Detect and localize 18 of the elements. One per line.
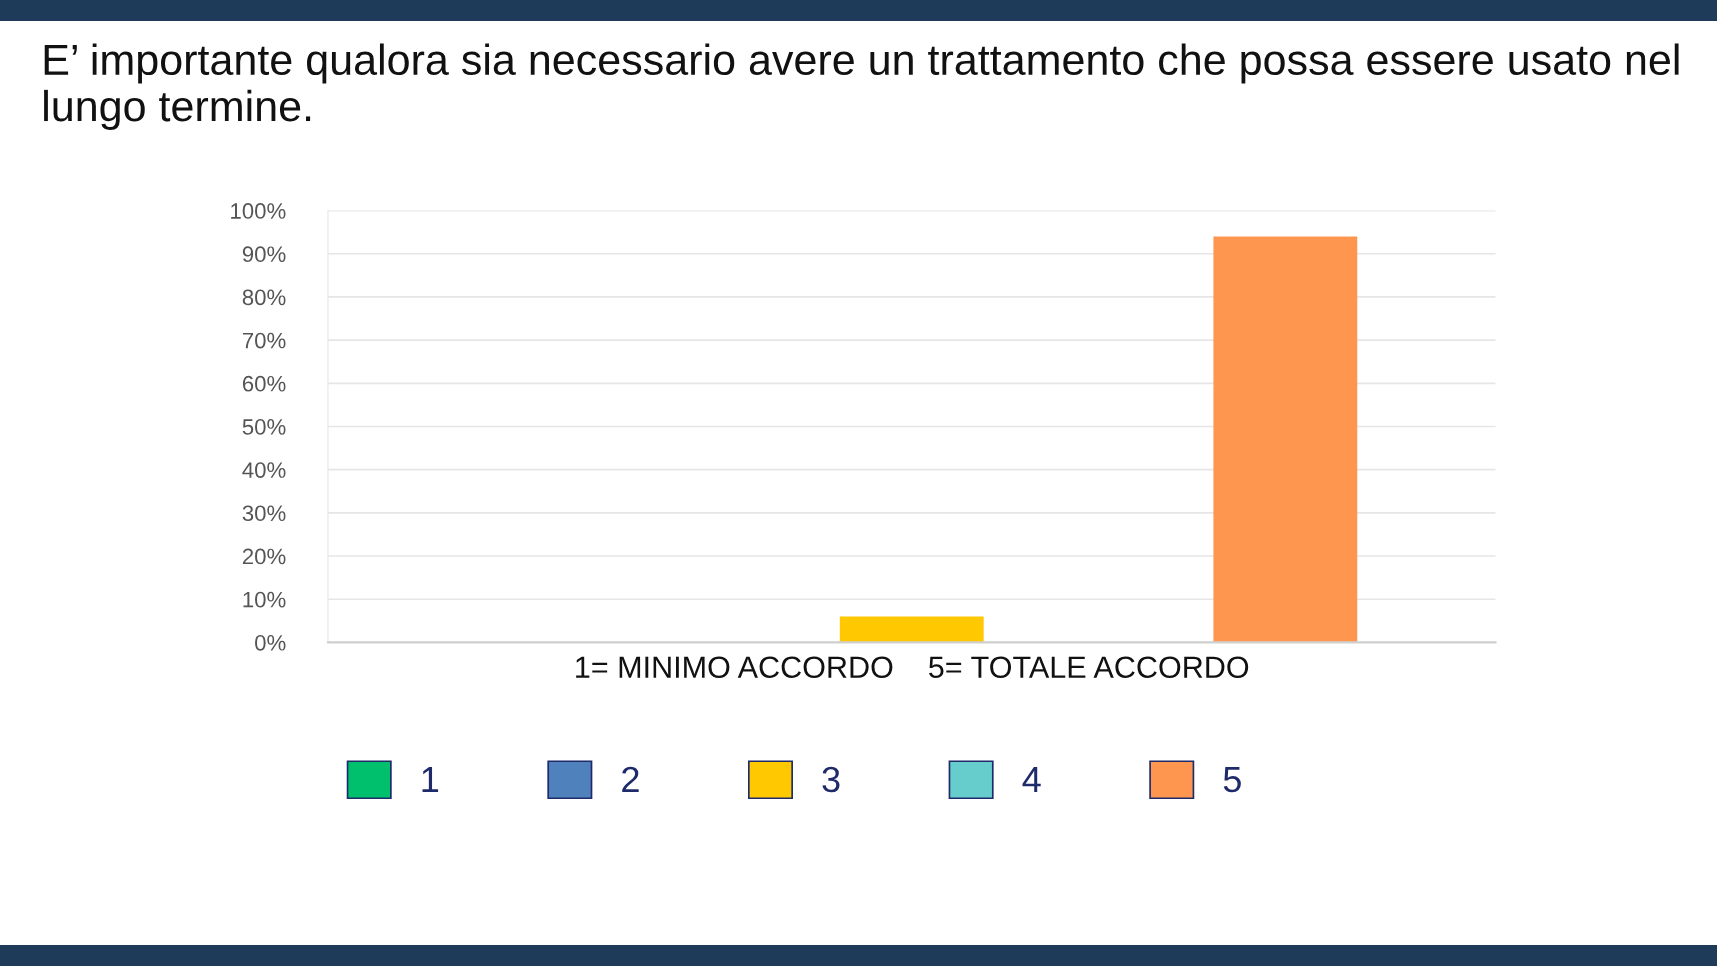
legend-label: 2	[622, 766, 639, 792]
y-tick-label: 40%	[242, 462, 286, 478]
legend-label: 4	[1022, 767, 1041, 792]
y-tick-label: 10%	[243, 591, 286, 608]
y-tick-label: 30%	[242, 505, 286, 522]
x-axis-title: 1= MINIMO ACCORDO 5= TOTALE ACCORDO	[576, 656, 1249, 679]
legend-label: 3	[822, 766, 840, 793]
y-tick-label: 70%	[242, 332, 286, 349]
chart-title: E’ importante qualora sia necessario avere un trattamento che possa essere usato nel lungo termine.	[44, 43, 1679, 130]
legend-label: 5	[1223, 767, 1241, 793]
y-tick-label: 100%	[231, 203, 286, 219]
y-tick-label: 20%	[242, 548, 286, 565]
legend-label: 1	[422, 767, 439, 792]
y-tick-label: 50%	[242, 419, 286, 435]
y-tick-label: 0%	[255, 634, 286, 651]
y-tick-label: 60%	[242, 375, 286, 392]
y-tick-label: 90%	[242, 246, 286, 263]
y-tick-label: 80%	[242, 289, 286, 306]
